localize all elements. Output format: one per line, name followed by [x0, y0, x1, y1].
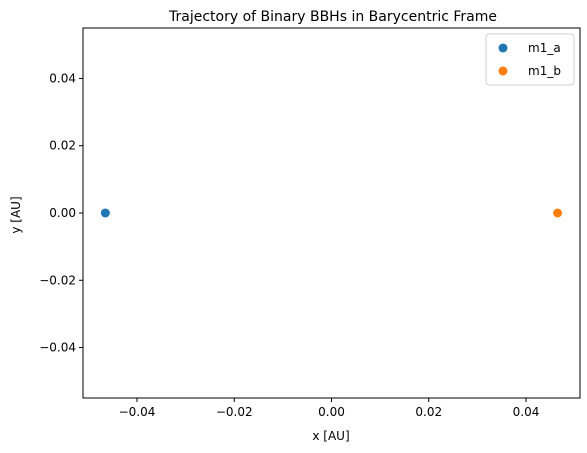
legend-frame [485, 33, 575, 86]
chart-title: Trajectory of Binary BBHs in Barycentric… [168, 9, 497, 25]
y-tick-label: −0.04 [39, 341, 76, 355]
x-tick-label: −0.02 [216, 405, 253, 419]
data-points [100, 208, 563, 218]
legend-marker-m1-b [498, 66, 508, 76]
point-m1-a [100, 208, 110, 218]
x-axis-label: x [AU] [312, 429, 349, 443]
legend-label: m1_a [528, 41, 561, 55]
plot-area [82, 27, 581, 399]
legend-marker-m1-a [498, 43, 508, 53]
x-axis: −0.04 −0.02 0.00 0.02 0.04 [119, 398, 540, 419]
x-tick-label: 0.02 [415, 405, 442, 419]
x-tick-label: −0.04 [119, 405, 156, 419]
x-tick-label: 0.00 [318, 405, 345, 419]
point-m1-b [553, 208, 563, 218]
x-tick-label: 0.04 [513, 405, 540, 419]
y-axis-label: y [AU] [9, 196, 23, 233]
y-tick-label: 0.00 [49, 206, 76, 220]
y-tick-label: 0.04 [49, 71, 76, 85]
legend-label: m1_b [528, 64, 561, 78]
legend: m1_a m1_b [485, 33, 575, 86]
y-tick-label: 0.02 [49, 139, 76, 153]
plot-frame [82, 27, 581, 399]
y-axis: −0.04 −0.02 0.00 0.02 0.04 [39, 71, 83, 355]
y-tick-label: −0.02 [39, 273, 76, 287]
